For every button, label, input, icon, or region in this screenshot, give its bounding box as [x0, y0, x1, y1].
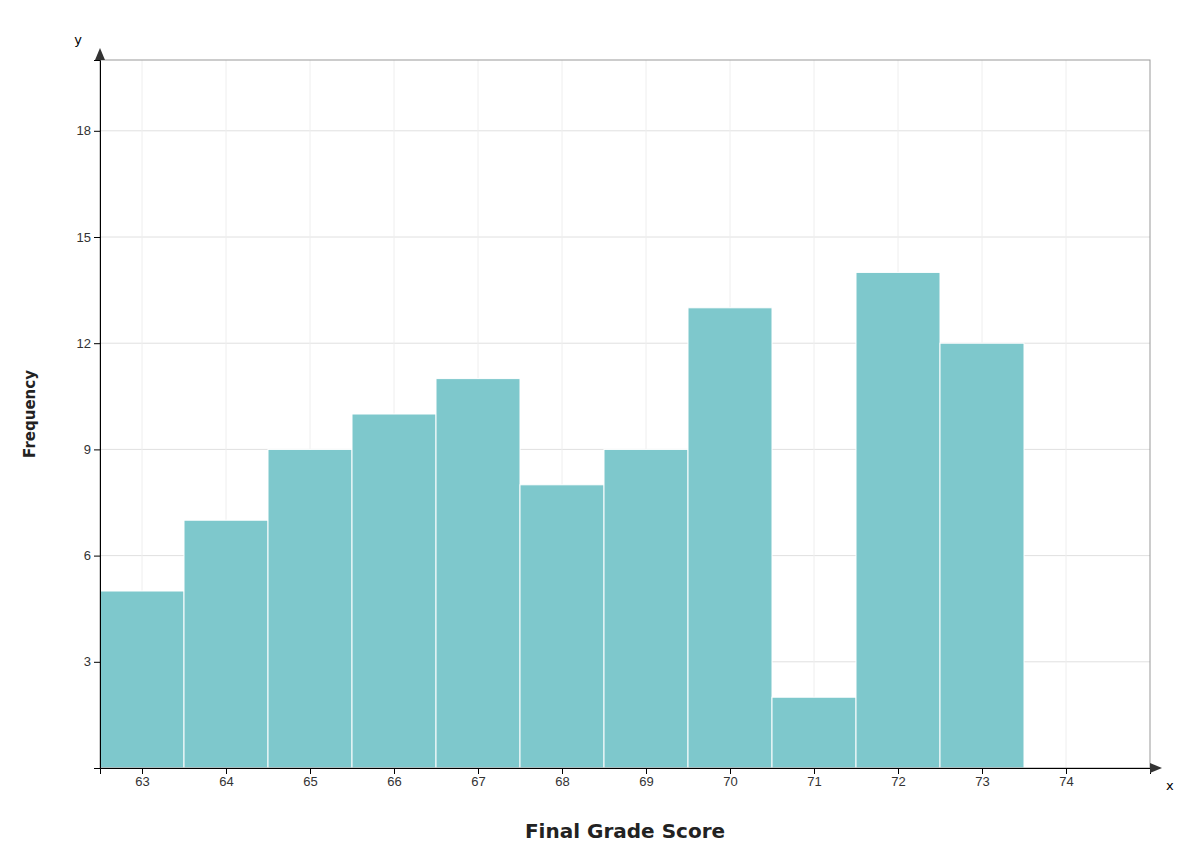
y-tick-mark: [94, 449, 100, 450]
x-tick-label: 66: [387, 774, 401, 789]
bar: [100, 591, 184, 768]
y-grid-line: [100, 237, 1150, 238]
x-axis-line: [101, 769, 1151, 775]
plot-frame: [100, 60, 1150, 768]
x-grid-line: [1066, 60, 1067, 768]
bar: [184, 520, 268, 768]
y-tick: 3: [84, 654, 100, 669]
x-tick-label: 65: [303, 774, 317, 789]
x-tick: 67: [471, 768, 485, 789]
y-tick-mark: [94, 556, 100, 557]
grid: [100, 60, 1150, 768]
x-tick-mark: [310, 768, 311, 774]
y-tick-mark: [94, 662, 100, 663]
x-tick: 69: [639, 768, 653, 789]
x-tick-label: 63: [135, 774, 149, 789]
x-tick-label: 68: [555, 774, 569, 789]
y-tick-mark: [94, 237, 100, 238]
x-tick-mark: [1066, 768, 1067, 774]
x-tick: 66: [387, 768, 401, 789]
x-tick: 64: [219, 768, 233, 789]
x-tick-label: 64: [219, 774, 233, 789]
x-tick: 74: [1059, 768, 1073, 789]
y-tick-mark: [94, 131, 100, 132]
y-tick-label: 9: [84, 442, 91, 457]
y-tick-label: 12: [77, 336, 91, 351]
y-tick: 6: [84, 548, 100, 563]
x-tick-mark: [730, 768, 731, 774]
x-tick-mark: [814, 768, 815, 774]
x-tick-mark: [142, 768, 143, 774]
chart: 636465666768697071727374369121518yxFinal…: [0, 0, 1200, 868]
x-tick-label: 72: [891, 774, 905, 789]
x-tick-mark: [898, 768, 899, 774]
bar: [772, 697, 856, 768]
bar: [436, 379, 520, 768]
bar: [940, 343, 1024, 768]
bar: [520, 485, 604, 768]
bar: [688, 308, 772, 768]
bar: [856, 272, 940, 768]
y-tick-label: 6: [84, 548, 91, 563]
x-tick: 73: [975, 768, 989, 789]
x-grid-line: [814, 60, 815, 768]
y-tick-mark: [94, 343, 100, 344]
x-tick-mark: [982, 768, 983, 774]
y-grid-line: [100, 130, 1150, 131]
x-tick-label: 67: [471, 774, 485, 789]
x-tick-mark: [478, 768, 479, 774]
y-tick: 12: [77, 336, 100, 351]
y-axis-line: [94, 61, 101, 769]
x-tick-label: 73: [975, 774, 989, 789]
x-tick: 68: [555, 768, 569, 789]
bar: [604, 449, 688, 768]
y-tick-label: 15: [77, 230, 91, 245]
annotation: y: [74, 32, 82, 47]
x-tick-mark: [562, 768, 563, 774]
annotation: x: [1166, 778, 1174, 793]
x-tick-label: 70: [723, 774, 737, 789]
x-tick: 70: [723, 768, 737, 789]
bars: [100, 272, 1024, 768]
bar: [352, 414, 436, 768]
x-tick-label: 69: [639, 774, 653, 789]
x-tick: 71: [807, 768, 821, 789]
x-tick: 72: [891, 768, 905, 789]
y-tick-label: 3: [84, 654, 91, 669]
x-tick-mark: [226, 768, 227, 774]
y-tick: 15: [77, 230, 100, 245]
y-axis: 3 6 9 12 15 18: [77, 61, 101, 769]
y-axis-arrow: [95, 48, 105, 60]
x-axis-title: Final Grade Score: [525, 819, 725, 843]
x-tick-label: 71: [807, 774, 821, 789]
x-tick-mark: [394, 768, 395, 774]
x-tick-mark: [646, 768, 647, 774]
y-axis-title: Frequency: [21, 370, 39, 458]
y-tick-label: 18: [77, 123, 91, 138]
x-axis: 63 64 65 66 67 68 69 70 71 72 73 74: [101, 768, 1151, 789]
y-tick: 18: [77, 123, 100, 138]
bar: [268, 449, 352, 768]
y-tick: 9: [84, 442, 100, 457]
plot: 636465666768697071727374369121518yx: [74, 32, 1174, 793]
x-tick: 63: [135, 768, 149, 789]
x-axis-arrow: [1150, 763, 1162, 773]
x-tick-label: 74: [1059, 774, 1073, 789]
x-tick: 65: [303, 768, 317, 789]
